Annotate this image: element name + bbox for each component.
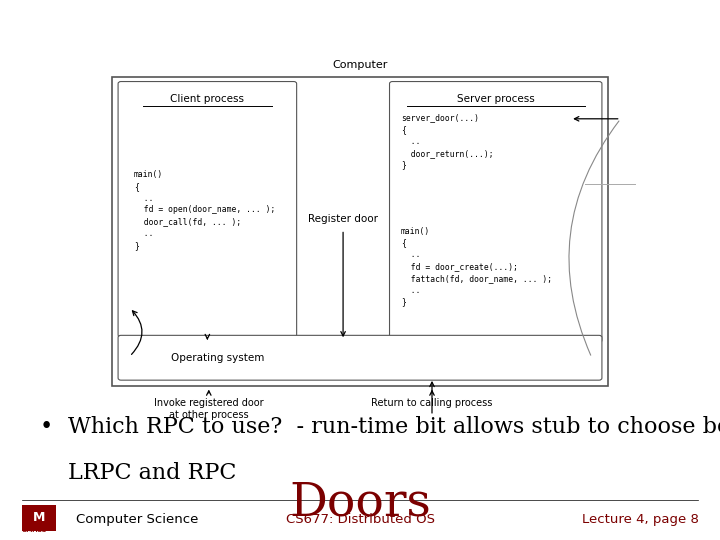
Text: Computer: Computer <box>333 60 387 70</box>
Text: Register door: Register door <box>308 214 378 224</box>
Text: Server process: Server process <box>457 94 534 104</box>
Text: Computer Science: Computer Science <box>76 513 198 526</box>
Text: main()
{
  ..
  fd = open(door_name, ... );
  door_call(fd, ... );
  ..
}: main() { .. fd = open(door_name, ... ); … <box>134 170 275 250</box>
Text: Which RPC to use?  - run-time bit allows stub to choose between: Which RPC to use? - run-time bit allows … <box>68 416 720 438</box>
Text: •: • <box>40 416 53 438</box>
FancyBboxPatch shape <box>118 82 297 337</box>
Bar <box>112 77 608 386</box>
Text: Operating system: Operating system <box>171 353 265 363</box>
Text: LRPC and RPC: LRPC and RPC <box>68 462 237 484</box>
Text: main()
{
  ..
  fd = door_create(...);
  fattach(fd, door_name, ... );
  ..
}: main() { .. fd = door_create(...); fatta… <box>401 227 552 307</box>
Bar <box>22 505 56 531</box>
Text: Doors: Doors <box>289 481 431 526</box>
Text: Lecture 4, page 8: Lecture 4, page 8 <box>582 513 698 526</box>
Text: Invoke registered door
at other process: Invoke registered door at other process <box>154 398 264 420</box>
FancyBboxPatch shape <box>118 335 602 380</box>
Text: Client process: Client process <box>171 94 244 104</box>
Text: Return to calling process: Return to calling process <box>372 398 492 408</box>
FancyBboxPatch shape <box>390 82 602 342</box>
Text: UMASS: UMASS <box>22 528 47 533</box>
Text: CS677: Distributed OS: CS677: Distributed OS <box>286 513 434 526</box>
Text: M: M <box>32 511 45 524</box>
Text: server_door(...)
{
  ..
  door_return(...);
}: server_door(...) { .. door_return(...); … <box>401 113 494 170</box>
